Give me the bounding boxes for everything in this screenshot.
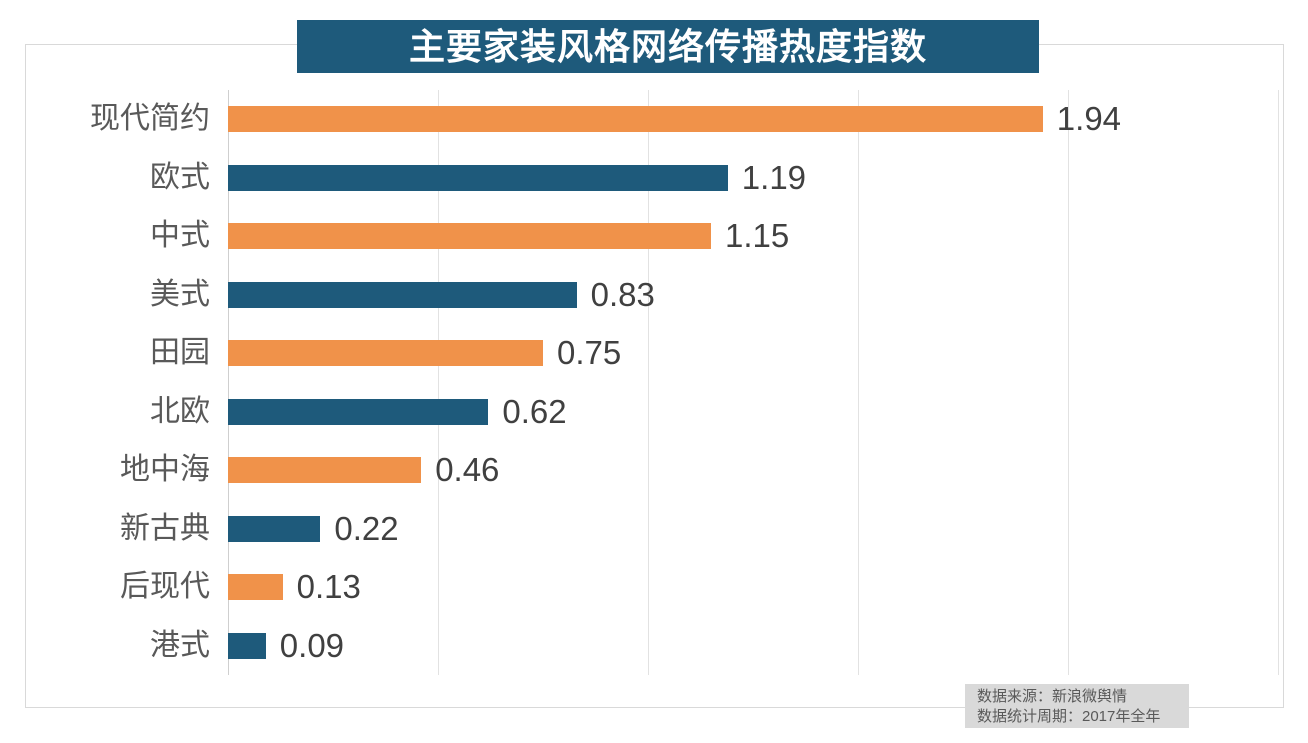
bar-row: 0.13 bbox=[228, 558, 1278, 617]
bar-row: 0.83 bbox=[228, 266, 1278, 325]
bar-田园 bbox=[228, 340, 543, 366]
bar-港式 bbox=[228, 632, 266, 659]
bar-row: 0.22 bbox=[228, 500, 1278, 559]
y-axis-line bbox=[228, 90, 229, 675]
category-label-地中海: 地中海 bbox=[120, 453, 210, 486]
bar-美式 bbox=[228, 281, 577, 308]
category-axis: 现代简约欧式中式美式田园北欧地中海新古典后现代港式 bbox=[0, 90, 210, 675]
value-label: 1.15 bbox=[725, 217, 790, 255]
category-label-新古典: 新古典 bbox=[120, 511, 210, 545]
value-label: 0.46 bbox=[435, 451, 500, 489]
source-line-2: 数据统计周期：2017年全年 bbox=[977, 708, 1161, 725]
category-label-现代简约: 现代简约 bbox=[90, 102, 210, 135]
bar-欧式 bbox=[228, 164, 728, 191]
bar-地中海 bbox=[228, 457, 422, 483]
gridline bbox=[648, 90, 649, 675]
gridline bbox=[858, 90, 859, 675]
value-label: 0.83 bbox=[590, 275, 655, 313]
value-label: 0.75 bbox=[557, 334, 622, 372]
value-label: 0.09 bbox=[279, 626, 345, 664]
source-line-1: 数据来源：新浪微舆情 bbox=[977, 688, 1128, 705]
gridline bbox=[1278, 90, 1279, 675]
value-label: 0.62 bbox=[502, 392, 567, 430]
bar-现代简约 bbox=[228, 106, 1043, 132]
category-label-田园: 田园 bbox=[150, 336, 210, 369]
bar-row: 0.09 bbox=[228, 617, 1278, 676]
gridline bbox=[438, 90, 439, 675]
value-label: 0.22 bbox=[334, 509, 399, 547]
bar-中式 bbox=[228, 223, 711, 249]
category-label-欧式: 欧式 bbox=[150, 160, 210, 194]
value-label: 0.13 bbox=[296, 568, 361, 606]
bar-row: 1.94 bbox=[228, 90, 1278, 149]
bar-row: 0.46 bbox=[228, 441, 1278, 500]
source-note: 数据来源：新浪微舆情 数据统计周期：2017年全年 bbox=[965, 684, 1189, 728]
bar-row: 0.75 bbox=[228, 324, 1278, 383]
category-label-港式: 港式 bbox=[150, 628, 210, 662]
value-label: 1.94 bbox=[1056, 100, 1122, 138]
gridline bbox=[1068, 90, 1069, 675]
category-label-后现代: 后现代 bbox=[120, 570, 210, 603]
bar-新古典 bbox=[228, 515, 321, 542]
category-label-北欧: 北欧 bbox=[150, 394, 210, 428]
bar-row: 1.19 bbox=[228, 149, 1278, 208]
bar-row: 1.15 bbox=[228, 207, 1278, 266]
category-label-美式: 美式 bbox=[150, 277, 210, 311]
category-label-中式: 中式 bbox=[150, 219, 210, 252]
bar-北欧 bbox=[228, 398, 489, 425]
value-label: 1.19 bbox=[741, 158, 807, 196]
bar-row: 0.62 bbox=[228, 383, 1278, 442]
bar-后现代 bbox=[228, 574, 283, 600]
plot-area: 1.94 1.19 1.15 0.83 0.75 0.62 0.46 0.22 0.13 0.09 bbox=[228, 90, 1279, 676]
chart-title: 主要家装风格网络传播热度指数 bbox=[297, 20, 1039, 73]
